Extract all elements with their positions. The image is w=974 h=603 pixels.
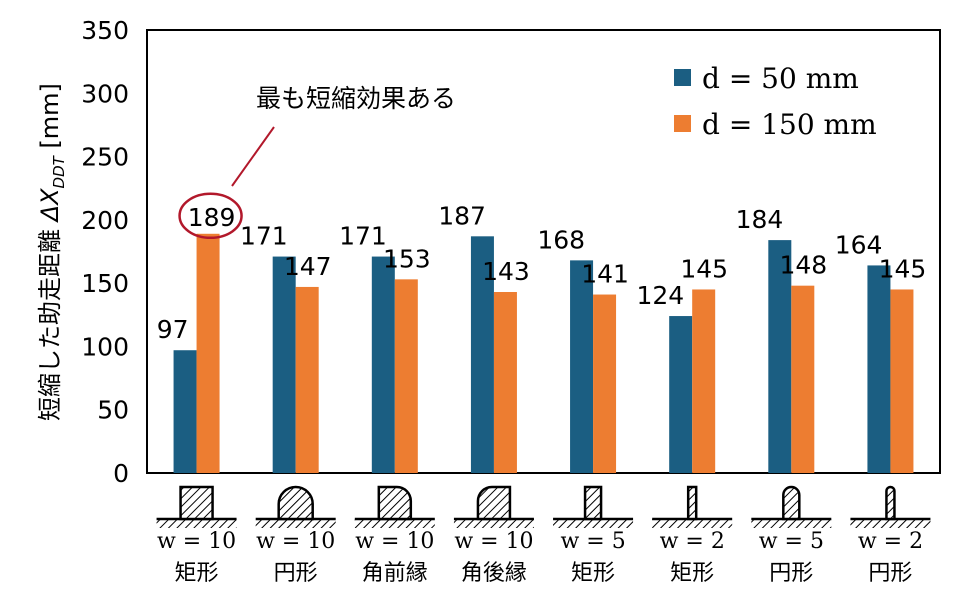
category-width-label: w = 5 [759,529,824,554]
ground-hatch [453,519,534,528]
category-name-label: 矩形 [670,561,714,586]
category-width-label: w = 10 [157,529,236,554]
bar-d50 [371,256,395,473]
bar-d50 [867,265,891,473]
legend-label-d50: d = 50 mm [702,62,859,95]
y-tick-label: 300 [81,79,129,108]
category-width-label: w = 10 [454,529,533,554]
category-name-label: 矩形 [175,561,219,586]
bar-d50 [768,240,792,473]
data-label-d50: 171 [240,222,288,251]
category-3: w = 10 角前縁 [354,485,435,586]
bar-d150 [493,292,517,473]
data-label-d50: 168 [537,225,585,254]
data-label-d150: 141 [581,260,629,289]
y-tick-label: 50 [97,396,129,425]
ground-hatch [652,519,733,528]
bar-d50 [669,316,693,473]
category-width-label: w = 2 [858,529,923,554]
y-axis-ticks: 0 50 100 150 200 250 300 350 [81,16,129,488]
y-tick-label: 350 [81,16,129,45]
data-label-d150: 143 [482,257,530,286]
obstacle-shape-rect-medium [583,485,603,521]
category-name-label: 角前縁 [362,561,428,586]
category-6: w = 2 矩形 [652,485,733,586]
ground-hatch [850,519,931,528]
legend: d = 50 mm d = 150 mm [674,62,877,141]
category-7: w = 5 円形 [751,485,832,586]
data-label-d150: 145 [879,254,927,283]
bar-d150 [196,233,220,473]
category-width-label: w = 10 [355,529,434,554]
obstacle-shape-round-thin [885,485,896,521]
category-name-label: 角後縁 [461,561,527,586]
legend-swatch-d150 [674,115,691,132]
category-width-label: w = 5 [560,529,625,554]
y-tick-label: 250 [81,143,129,172]
bar-d150 [593,294,617,473]
obstacle-shape-rect-wide [179,485,214,521]
data-label-d150: 153 [383,244,431,273]
bar-d150 [394,279,418,473]
y-tick-label: 0 [113,459,129,488]
category-4: w = 10 角後縁 [453,485,534,586]
category-width-label: w = 10 [256,529,335,554]
obstacle-shape-rear-round-corner [476,485,512,521]
y-tick-label: 200 [81,206,129,235]
data-label-d50: 164 [835,230,883,259]
data-label-d150: 189 [188,203,236,232]
ground-hatch [156,519,237,528]
data-label-d150: 145 [680,254,728,283]
bar-d50 [173,350,197,473]
data-label-d50: 184 [736,205,784,234]
ground-hatch [751,519,832,528]
plot-area-frame [146,29,941,474]
obstacle-shape-round-medium [782,485,801,521]
legend-swatch-d50 [674,69,691,86]
annotation-ellipse [178,192,243,240]
data-label-d150: 148 [779,251,827,280]
data-label-d150: 147 [284,252,332,281]
ground-hatch [354,519,435,528]
y-axis-label: 短縮した助走距離 ΔXDDT [mm] [36,83,68,421]
obstacle-shape-front-round-corner [377,485,413,521]
bar-d50 [470,236,494,473]
category-name-label: 円形 [769,561,813,586]
data-label-d50: 187 [438,201,486,230]
category-1: w = 10 矩形 [156,485,237,586]
bar-d150 [890,289,914,473]
annotation: 最も短縮効果ある [178,84,456,240]
data-label-d50: 171 [339,222,387,251]
data-labels: 9718917114717115318714316814112414518414… [157,201,927,344]
ground-hatch [255,519,336,528]
data-label-d50: 97 [157,315,189,344]
category-width-label: w = 2 [660,529,725,554]
category-name-label: 矩形 [571,561,615,586]
obstacle-shape-round-wide [277,485,314,521]
bar-d50 [570,260,594,473]
category-5: w = 5 矩形 [553,485,634,586]
category-2: w = 10 円形 [255,485,336,586]
category-8: w = 2 円形 [850,485,931,586]
y-tick-label: 150 [81,269,129,298]
category-name-label: 円形 [868,561,912,586]
category-name-label: 円形 [274,561,318,586]
bar-d150 [791,285,815,473]
annotation-text: 最も短縮効果ある [256,84,456,113]
bar-d150 [295,286,319,473]
ground-hatch [553,519,634,528]
category-axis: w = 10 矩形 w = 10 円形 w = 10 角前縁 w = 10 角後縁 w = 5 矩… [156,485,931,586]
bar-d150 [692,289,716,473]
y-tick-label: 100 [81,332,129,361]
obstacle-shape-rect-thin [686,485,698,521]
legend-label-d150: d = 150 mm [702,108,877,141]
bars [173,233,914,473]
annotation-leader-line [231,126,275,187]
data-label-d50: 124 [636,281,684,310]
bar-d50 [272,256,296,473]
